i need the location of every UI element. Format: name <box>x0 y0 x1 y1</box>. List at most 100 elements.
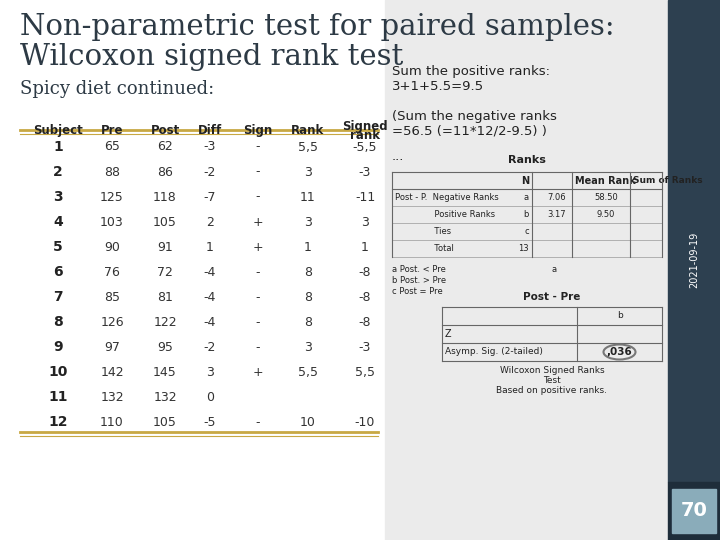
Text: Post: Post <box>150 124 179 137</box>
Text: 132: 132 <box>100 390 124 403</box>
Text: Non-parametric test for paired samples:: Non-parametric test for paired samples: <box>20 13 615 41</box>
Text: 3: 3 <box>53 190 63 204</box>
Text: -: - <box>256 191 260 204</box>
Text: b Post. > Pre: b Post. > Pre <box>392 276 446 285</box>
Text: 3: 3 <box>206 366 214 379</box>
Text: 5: 5 <box>53 240 63 254</box>
Text: 132: 132 <box>153 390 177 403</box>
Text: Sum the positive ranks:: Sum the positive ranks: <box>392 65 550 78</box>
Text: 142: 142 <box>100 366 124 379</box>
Text: 81: 81 <box>157 291 173 303</box>
Text: +: + <box>253 215 264 228</box>
Text: -: - <box>256 165 260 179</box>
Text: -: - <box>256 341 260 354</box>
Text: 2021-09-19: 2021-09-19 <box>689 232 699 288</box>
Text: 85: 85 <box>104 291 120 303</box>
Text: Spicy diet continued:: Spicy diet continued: <box>20 80 215 98</box>
Text: 5,5: 5,5 <box>298 366 318 379</box>
Text: 8: 8 <box>53 315 63 329</box>
Text: 3: 3 <box>304 215 312 228</box>
Text: 122: 122 <box>153 315 177 328</box>
Text: 1: 1 <box>304 240 312 254</box>
Text: 0: 0 <box>206 390 214 403</box>
Text: 125: 125 <box>100 191 124 204</box>
Bar <box>385 0 668 540</box>
Text: 3.17: 3.17 <box>548 210 567 219</box>
Text: a: a <box>524 193 529 202</box>
Bar <box>668 482 720 540</box>
Text: -: - <box>256 140 260 153</box>
Text: 5,5: 5,5 <box>298 140 318 153</box>
Text: 105: 105 <box>153 215 177 228</box>
Text: 118: 118 <box>153 191 177 204</box>
Text: 58.50: 58.50 <box>594 193 618 202</box>
Text: -3: -3 <box>204 140 216 153</box>
Text: 103: 103 <box>100 215 124 228</box>
Text: 76: 76 <box>104 266 120 279</box>
Text: 145: 145 <box>153 366 177 379</box>
Text: -2: -2 <box>204 165 216 179</box>
Text: b: b <box>523 210 529 219</box>
Text: 95: 95 <box>157 341 173 354</box>
Text: 126: 126 <box>100 315 124 328</box>
Text: 8: 8 <box>304 266 312 279</box>
Text: 62: 62 <box>157 140 173 153</box>
Text: Sum of Ranks: Sum of Ranks <box>633 176 703 185</box>
Text: 70: 70 <box>680 502 708 521</box>
Text: Positive Ranks: Positive Ranks <box>395 210 495 219</box>
Text: 3: 3 <box>304 341 312 354</box>
Text: -: - <box>256 266 260 279</box>
Text: =56.5 (=11*12/2-9.5) ): =56.5 (=11*12/2-9.5) ) <box>392 125 547 138</box>
Text: N: N <box>521 176 529 186</box>
Text: 8: 8 <box>304 315 312 328</box>
Text: 72: 72 <box>157 266 173 279</box>
Text: -8: -8 <box>359 315 372 328</box>
Text: -: - <box>256 416 260 429</box>
Text: 10: 10 <box>48 365 68 379</box>
Text: 4: 4 <box>53 215 63 229</box>
Text: Z: Z <box>445 329 451 339</box>
Text: -4: -4 <box>204 266 216 279</box>
Bar <box>672 489 716 533</box>
Text: Mean Rank: Mean Rank <box>575 176 636 186</box>
Text: -10: -10 <box>355 416 375 429</box>
Text: Total: Total <box>395 244 454 253</box>
Text: a: a <box>552 265 557 274</box>
Text: ...: ... <box>392 150 405 163</box>
Text: Ties: Ties <box>395 227 451 236</box>
Text: c Post = Pre: c Post = Pre <box>392 287 443 296</box>
Text: Based on positive ranks.: Based on positive ranks. <box>497 386 608 395</box>
Text: rank: rank <box>350 129 380 142</box>
Text: Post - Pre: Post - Pre <box>523 292 581 302</box>
Text: -7: -7 <box>204 191 216 204</box>
Text: (Sum the negative ranks: (Sum the negative ranks <box>392 110 557 123</box>
Text: ,036: ,036 <box>607 347 632 357</box>
Text: 12: 12 <box>48 415 68 429</box>
Text: Post - P.  Negative Ranks: Post - P. Negative Ranks <box>395 193 499 202</box>
Text: 3+1+5.5=9.5: 3+1+5.5=9.5 <box>392 80 484 93</box>
Text: 10: 10 <box>300 416 316 429</box>
Text: Sign: Sign <box>243 124 273 137</box>
Text: +: + <box>253 366 264 379</box>
Text: 6: 6 <box>53 265 63 279</box>
Text: c: c <box>524 227 529 236</box>
Text: 11: 11 <box>48 390 68 404</box>
Text: Diff: Diff <box>198 124 222 137</box>
Text: 1: 1 <box>361 240 369 254</box>
Bar <box>668 0 720 482</box>
Text: 65: 65 <box>104 140 120 153</box>
Text: 3: 3 <box>361 215 369 228</box>
Text: -2: -2 <box>204 341 216 354</box>
Text: 86: 86 <box>157 165 173 179</box>
Text: Wilcoxon signed rank test: Wilcoxon signed rank test <box>20 43 403 71</box>
Text: 90: 90 <box>104 240 120 254</box>
Text: -5,5: -5,5 <box>353 140 377 153</box>
Text: Asymp. Sig. (2-tailed): Asymp. Sig. (2-tailed) <box>445 348 543 356</box>
Text: 7.06: 7.06 <box>548 193 567 202</box>
Text: -4: -4 <box>204 315 216 328</box>
Text: 13: 13 <box>518 244 529 253</box>
Text: 9: 9 <box>53 340 63 354</box>
Text: -3: -3 <box>359 341 372 354</box>
Text: +: + <box>253 240 264 254</box>
Text: 91: 91 <box>157 240 173 254</box>
